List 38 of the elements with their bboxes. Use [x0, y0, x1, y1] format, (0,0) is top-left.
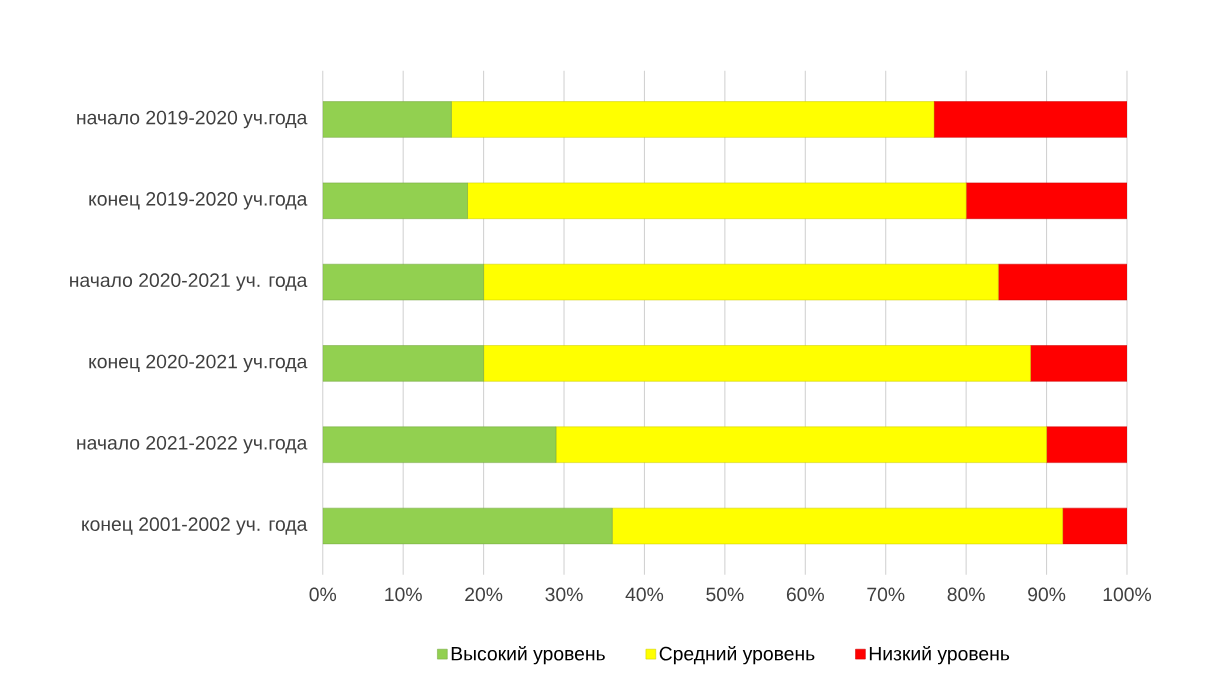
y-tick-label: конец 2020-2021 уч.года [89, 354, 308, 373]
legend-label: Низкий уровень [869, 645, 1010, 665]
x-tick-label: 0% [309, 587, 337, 602]
bar [965, 182, 1127, 219]
y-tick-label: начало 2019-2020 уч.года [77, 110, 308, 129]
x-tick-label: 40% [625, 587, 664, 602]
bar [451, 101, 935, 138]
x-tick-label: 50% [706, 587, 744, 602]
bar [322, 182, 468, 219]
y-tick-label: начало 2020-2021 уч. года [70, 273, 308, 291]
x-tick-label: 70% [867, 587, 905, 602]
y-tick-label: конец 2019-2020 уч.года [89, 191, 308, 210]
x-tick-label: 60% [786, 587, 824, 602]
x-tick-label: 80% [947, 587, 985, 602]
y-tick-label: начало 2021-2022 уч.года [77, 435, 308, 454]
bar [322, 507, 613, 545]
bar [467, 182, 967, 219]
bar [1062, 507, 1127, 545]
bar [322, 345, 484, 382]
bar [483, 263, 999, 301]
bar [1030, 345, 1127, 382]
bar [998, 263, 1127, 301]
bar [612, 507, 1063, 545]
bar [483, 345, 1031, 382]
x-tick-label: 100% [1103, 587, 1152, 602]
bar [322, 101, 452, 138]
x-tick-label: 20% [465, 587, 503, 602]
bar [1046, 426, 1127, 463]
bar [322, 426, 557, 463]
bar [555, 426, 1047, 463]
bar [322, 263, 484, 301]
legend-label: Высокий уровень [451, 645, 605, 665]
x-tick-label: 30% [545, 587, 583, 602]
y-tick-label: конец 2001-2002 уч. года [82, 517, 308, 535]
x-tick-label: 10% [385, 587, 422, 602]
legend-label: Средний уровень [659, 645, 815, 665]
bar [933, 101, 1127, 138]
x-tick-label: 90% [1028, 587, 1066, 602]
